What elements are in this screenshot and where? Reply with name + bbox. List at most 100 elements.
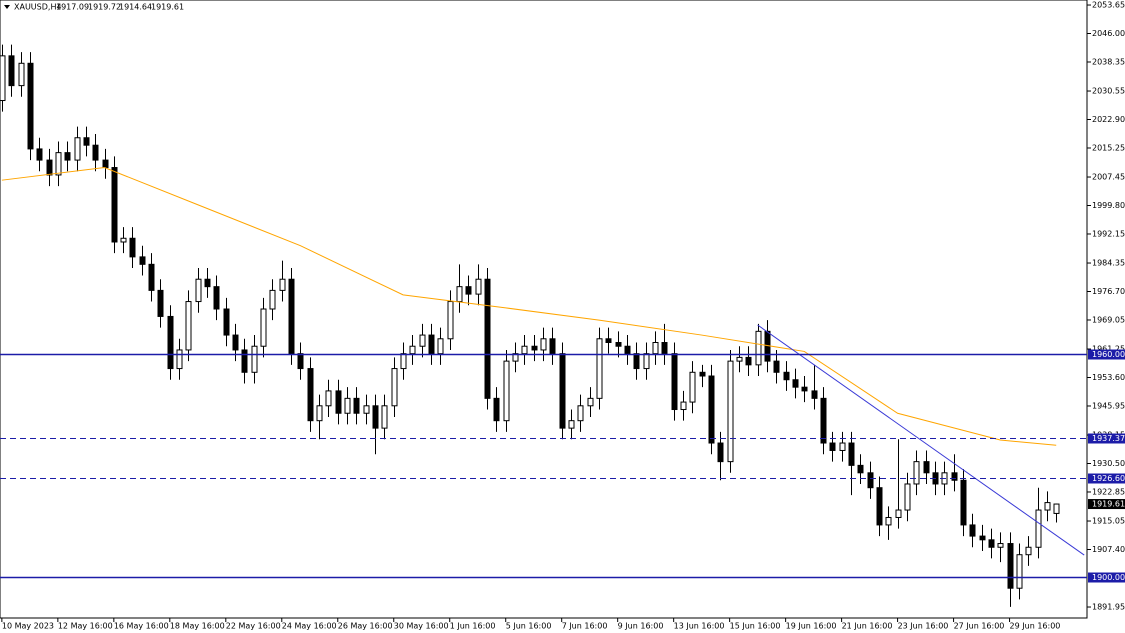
y-tick-label: 1999.80 — [1092, 201, 1125, 210]
candle-body — [997, 543, 1004, 548]
candle-body — [325, 390, 332, 407]
candle-body — [904, 483, 911, 511]
candle-body — [74, 137, 81, 161]
candle-body — [559, 353, 566, 429]
candle-body — [55, 152, 62, 176]
symbol-title: XAUUSD,H4 — [14, 3, 62, 12]
candle-body — [745, 356, 752, 366]
price-label-bg — [1088, 499, 1125, 510]
candle-body — [1053, 503, 1060, 514]
candle-body — [801, 386, 808, 392]
candle-body — [27, 62, 34, 150]
candle-body — [204, 278, 211, 288]
x-tick-label: 1 Jun 16:00 — [450, 622, 496, 631]
candle-body — [484, 278, 491, 399]
candle-body — [605, 338, 612, 344]
candle-body — [297, 353, 304, 370]
x-tick-label: 5 Jun 16:00 — [506, 622, 552, 631]
y-tick-label: 1907.40 — [1092, 545, 1125, 554]
candle-body — [0, 55, 6, 102]
trendline — [757, 324, 1085, 556]
x-tick-label: 29 Jun 16:00 — [1010, 622, 1061, 631]
candle-body — [493, 397, 500, 422]
y-tick-label: 1992.15 — [1092, 229, 1125, 238]
candle-body — [288, 278, 295, 355]
level-label: 1926.60 — [1092, 474, 1125, 483]
plot-frame — [0, 0, 1088, 619]
x-tick-label: 13 Jun 16:00 — [674, 622, 725, 631]
candle-body — [307, 368, 314, 422]
candle-body — [372, 405, 379, 429]
candle-body — [8, 55, 15, 87]
candle-body — [185, 301, 192, 351]
y-tick-label: 2007.45 — [1092, 173, 1125, 182]
header-arrow — [4, 5, 10, 9]
y-tick-label: 1961.25 — [1092, 345, 1125, 354]
candle-body — [1007, 543, 1014, 589]
candle-body — [652, 342, 659, 355]
candle-body — [689, 371, 696, 403]
x-tick-label: 19 Jun 16:00 — [786, 622, 837, 631]
candle-body — [755, 330, 762, 366]
level-label: 1960.00 — [1092, 350, 1125, 359]
x-tick-label: 23 Jun 16:00 — [898, 622, 949, 631]
candle-body — [195, 278, 202, 303]
y-tick-label: 2022.90 — [1092, 115, 1125, 124]
candle-body — [316, 405, 323, 422]
level-label: 1937.37 — [1092, 434, 1125, 443]
candle-body — [279, 278, 286, 291]
x-tick-label: 7 Jun 16:00 — [562, 622, 608, 631]
x-tick-label: 21 Jun 16:00 — [842, 622, 893, 631]
candle-body — [829, 442, 836, 451]
candle-body — [960, 479, 967, 526]
x-tick-label: 10 May 2023 — [2, 622, 54, 631]
candle-body — [1044, 502, 1051, 511]
x-tick-label: 15 Jun 16:00 — [730, 622, 781, 631]
candle-body — [783, 371, 790, 381]
candle-body — [857, 464, 864, 474]
x-tick-label: 16 May 16:00 — [114, 622, 169, 631]
candle-body — [102, 159, 109, 169]
x-tick-label: 30 May 16:00 — [394, 622, 449, 631]
x-tick-label: 24 May 16:00 — [282, 622, 337, 631]
level-label-bg — [1088, 433, 1125, 444]
y-tick-label: 1984.35 — [1092, 259, 1125, 268]
candle-body — [176, 349, 183, 370]
candle-body — [661, 342, 668, 355]
candle-body — [251, 345, 258, 373]
candle-body — [46, 159, 53, 176]
candle-body — [717, 442, 724, 463]
candle-body — [269, 289, 276, 310]
candle-body — [428, 334, 435, 355]
candle-body — [148, 263, 155, 291]
x-tick-label: 22 May 16:00 — [226, 622, 281, 631]
candle-body — [624, 345, 631, 355]
candle-body — [213, 286, 220, 310]
candle-body — [391, 368, 398, 407]
candle-body — [876, 487, 883, 526]
candle-body — [465, 286, 472, 295]
candle-body — [503, 360, 510, 422]
candle-body — [988, 539, 995, 548]
price-label: 1919.61 — [1092, 500, 1125, 509]
candle-body — [792, 379, 799, 388]
level-label-bg — [1088, 349, 1125, 360]
level-label-bg — [1088, 572, 1125, 583]
candle-body — [475, 278, 482, 295]
candle-body — [241, 349, 248, 373]
candle-body — [1025, 546, 1032, 556]
x-tick-label: 27 Jun 16:00 — [954, 622, 1005, 631]
candle-body — [913, 461, 920, 485]
candle-body — [223, 308, 230, 336]
candle-body — [344, 397, 351, 414]
candle-body — [129, 237, 136, 258]
candle-body — [419, 334, 426, 347]
candle-body — [867, 472, 874, 489]
candle-body — [811, 390, 818, 399]
y-tick-label: 1891.95 — [1092, 603, 1125, 612]
candle-body — [260, 308, 267, 347]
candle-body — [521, 345, 528, 355]
y-tick-label: 2053.65 — [1092, 1, 1125, 10]
candle-body — [969, 524, 976, 537]
